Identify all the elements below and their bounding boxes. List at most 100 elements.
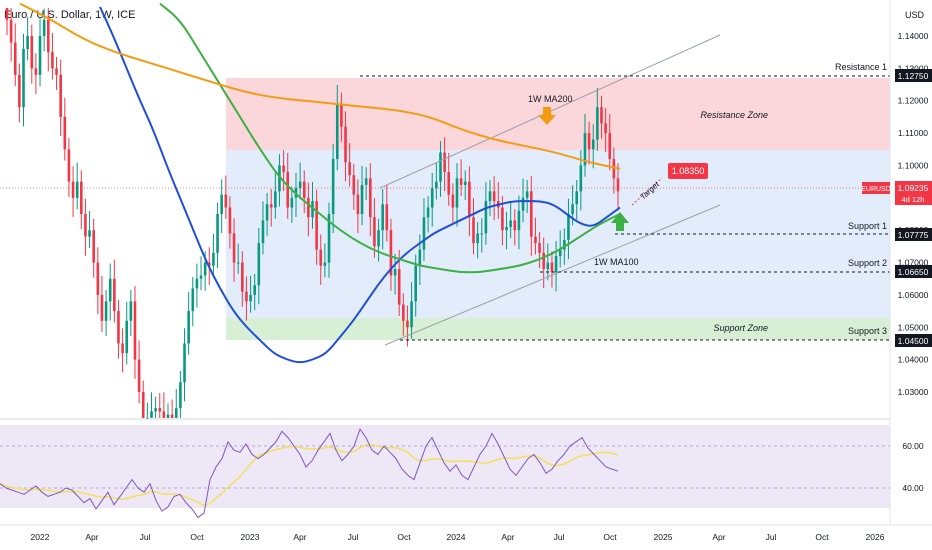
candle-body [191,288,195,312]
candle-body [435,181,438,189]
candle [315,189,318,265]
price-tick-label: 1.14000 [898,31,929,41]
candle [484,181,488,245]
candle [162,392,166,418]
candle [220,179,223,234]
candle [344,111,347,182]
target-price-box[interactable] [668,163,708,179]
candle-body [521,197,525,211]
price-tick-label: 1.07000 [898,258,929,268]
candle-body [534,236,537,244]
candle-body [583,133,587,166]
candle [22,33,25,127]
candle [38,16,42,87]
candle [278,154,281,207]
candle-body [505,226,508,231]
candlestick-series [5,8,620,419]
candle [80,170,83,230]
candle-body [385,204,389,231]
rsi-line [0,428,619,519]
candle-body [228,207,232,234]
candle [439,141,442,197]
symbol-tag [862,182,890,194]
candle-body [307,197,310,218]
candle [141,380,145,418]
currency-label[interactable]: USD [905,10,925,20]
candle-body [113,278,116,312]
candle-body [75,181,79,198]
candle-body [88,230,91,237]
candle-body [55,68,58,75]
candle [9,8,13,62]
time-tick-label: Oct [397,532,411,542]
candle-body [538,243,541,253]
candle [117,299,120,359]
up-arrow-icon [611,212,629,231]
candle-body [393,269,397,276]
time-tick-label: 2026 [866,532,885,542]
candle-body [274,191,277,208]
candle-body [364,178,368,185]
candle-body [459,178,463,185]
target-arrow-line [631,177,663,206]
candle [505,211,508,250]
candle [84,198,87,256]
candle [249,275,252,313]
candle-body [220,194,223,214]
candle [447,152,451,206]
rsi-tick-40: 40.00 [902,483,924,493]
ma100-label: 1W MA100 [594,257,639,267]
candle-body [501,207,504,231]
candle [125,301,129,365]
candle-body [426,207,430,218]
candle [459,159,463,197]
candle [187,291,190,355]
candle [5,8,9,36]
current-price-tag [895,181,932,205]
candle-body [447,171,451,195]
candle [269,189,273,227]
time-tick-label: Jul [766,532,777,542]
time-axis[interactable]: 2022 Apr Jul Oct 2023 Apr Jul Oct 2024 Apr Jul Oct 2… [0,524,932,542]
candle-body [530,191,533,237]
candle-body [373,217,376,247]
price-axis[interactable]: 1.140001.130001.120001.110001.100001.090… [861,0,932,525]
candle [298,162,302,200]
candle [100,275,104,333]
candle-body [327,214,331,263]
candle-body [253,285,257,295]
support2-price: 1.06650 [898,267,929,277]
candle-body [166,414,170,418]
support3-price: 1.04500 [898,336,929,346]
candle-body [352,175,356,195]
candle [261,201,265,255]
candle-body [203,262,207,276]
candle [121,328,124,373]
price-tick-label: 1.06000 [898,290,929,300]
candle [410,282,413,339]
candle [435,162,438,200]
rsi-pane[interactable] [0,425,890,519]
candle [426,196,430,233]
candle-body [195,278,199,289]
candle [368,163,372,237]
candle-body [414,265,418,302]
candle [567,198,570,259]
candle-body [513,220,517,231]
price-pane[interactable]: Resistance 1 Support 1 Support 2 Support… [0,2,890,419]
candle-body [125,320,129,354]
candle [302,170,306,214]
candle [443,137,446,192]
candle [154,396,157,418]
candle-body [319,249,323,266]
candle-body [455,178,459,208]
candle [146,402,149,419]
price-tick-label: 1.10000 [898,160,929,170]
price-tick-label: 1.11000 [898,128,928,138]
candle [59,59,62,137]
candle-body [137,359,141,392]
candle-body [550,262,554,273]
candle-body [542,252,545,270]
ma50-line [99,6,621,364]
